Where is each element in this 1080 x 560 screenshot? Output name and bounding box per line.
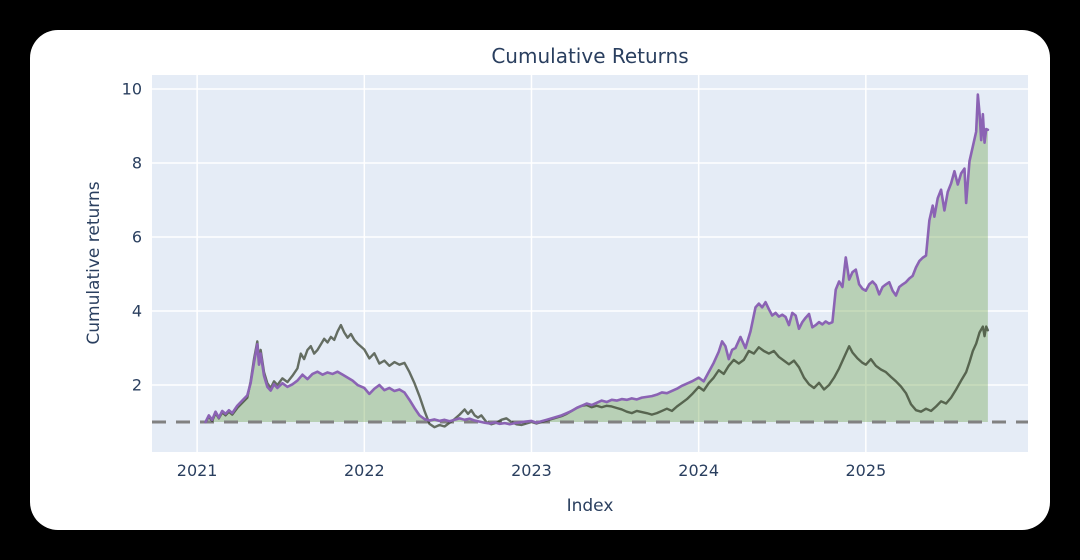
chart-card: Cumulative Returns 2021 2022 2023 2024 2025 2… [30, 30, 1050, 530]
chart-svg[interactable]: 2021 2022 2023 2024 2025 2 4 6 8 10 [30, 30, 1050, 530]
y-tick-label: 10 [122, 80, 142, 99]
plot-background [152, 75, 1028, 452]
x-tick-label: 2024 [678, 461, 719, 480]
x-tick-label: 2025 [845, 461, 886, 480]
y-tick-label: 6 [132, 228, 142, 247]
x-axis-title: Index [566, 496, 614, 516]
x-tick-label: 2021 [177, 461, 218, 480]
y-tick-label: 2 [132, 376, 142, 395]
chart-title: Cumulative Returns [491, 44, 689, 68]
y-tick-label: 8 [132, 154, 142, 173]
series-fill-area [205, 94, 988, 425]
x-tick-label: 2022 [344, 461, 385, 480]
x-tick-label: 2023 [511, 461, 552, 480]
y-axis-title: Cumulative returns [84, 181, 104, 345]
y-tick-label: 4 [132, 302, 142, 321]
series_purple-line[interactable] [204, 93, 990, 426]
